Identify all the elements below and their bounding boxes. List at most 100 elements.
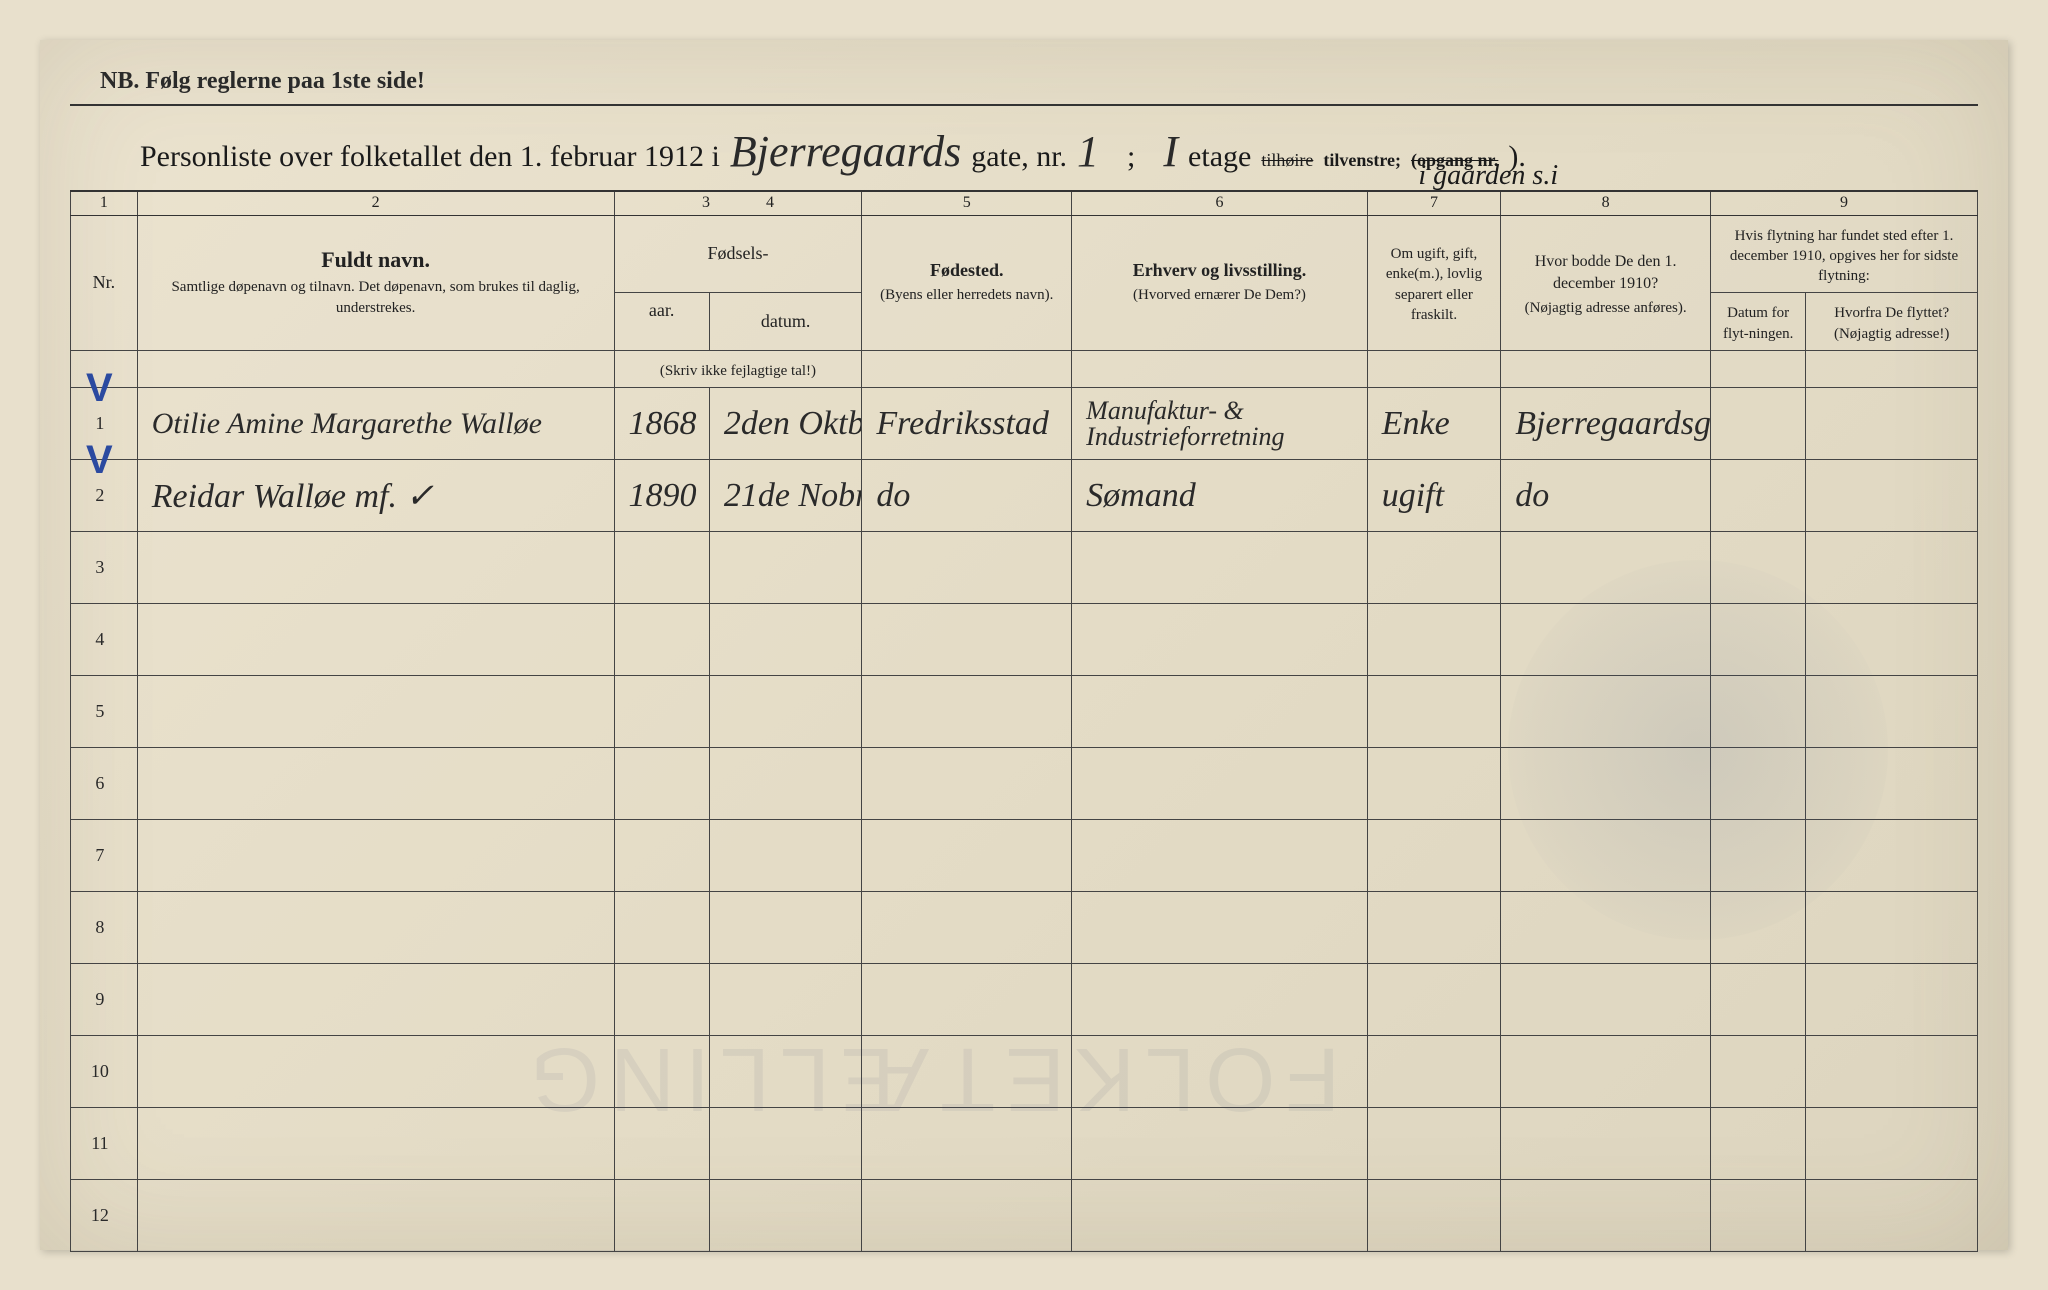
cell-empty — [137, 892, 614, 964]
hdr-hvor: Hvor bodde De den 1. december 1910? (Nøj… — [1501, 215, 1711, 350]
cell-empty — [1806, 676, 1978, 748]
cell-empty — [709, 964, 862, 1036]
tilhoire-struck: tilhøire — [1261, 150, 1313, 171]
hdr-nr: Nr. — [71, 215, 138, 350]
cell-empty — [709, 1180, 862, 1252]
cell-empty — [709, 604, 862, 676]
cell-empty — [614, 1036, 709, 1108]
cell-empty — [1710, 892, 1805, 964]
hdr-fodsels-sub: (Skriv ikke fejlagtige tal!) — [614, 350, 862, 387]
hdr-datum: datum. — [709, 293, 862, 351]
table-header: 1 2 3 4 5 6 7 8 9 Nr. Fuldt navn. Samtli… — [71, 191, 1978, 388]
cell-empty — [137, 748, 614, 820]
cell-empty — [709, 748, 862, 820]
cell-empty — [1367, 604, 1500, 676]
cell-empty — [614, 1108, 709, 1180]
cell-empty — [1501, 676, 1711, 748]
cell-aar: 1890 — [614, 460, 709, 532]
cell-empty — [1501, 748, 1711, 820]
cell-empty — [137, 532, 614, 604]
cell-empty — [862, 532, 1072, 604]
cell-empty — [614, 964, 709, 1036]
cell-aar: 1868 — [614, 388, 709, 460]
checkmark-icon: V — [86, 438, 113, 483]
cell-empty — [1710, 1108, 1805, 1180]
cell-empty — [862, 892, 1072, 964]
hdr-flytning: Hvis flytning har fundet sted efter 1. d… — [1710, 215, 1977, 293]
cell-empty — [1806, 892, 1978, 964]
cell-empty — [1367, 676, 1500, 748]
row-number: 6 — [71, 748, 138, 820]
cell-empty — [862, 604, 1072, 676]
cell-datum: 21de Nobr. — [709, 460, 862, 532]
cell-empty — [862, 1180, 1072, 1252]
street-name-handwritten: Bjerregaards — [730, 126, 961, 177]
cell-empty — [1367, 748, 1500, 820]
cell-empty — [1367, 1036, 1500, 1108]
cell-erhverv: Manufaktur- & Industrieforretning — [1072, 388, 1368, 460]
cell-empty — [1501, 604, 1711, 676]
table-row: 8 — [71, 892, 1978, 964]
hdr-hvorfra: Hvorfra De flyttet? (Nøjagtig adresse!) — [1806, 293, 1978, 351]
cell-empty — [709, 1036, 862, 1108]
cell-empty — [1072, 1036, 1368, 1108]
gate-number-handwritten: 1 — [1077, 126, 1099, 177]
nb-instruction: NB. Følg reglerne paa 1ste side! — [100, 68, 425, 95]
cell-empty — [1710, 1036, 1805, 1108]
colnum-7: 7 — [1367, 191, 1500, 215]
hdr-erhverv: Erhverv og livsstilling. (Hvorved ernære… — [1072, 215, 1368, 350]
cell-empty — [1710, 1180, 1805, 1252]
colnum-5: 5 — [862, 191, 1072, 215]
cell-empty — [1806, 748, 1978, 820]
cell-empty — [1806, 532, 1978, 604]
cell-empty — [614, 892, 709, 964]
etage-number-handwritten: I — [1163, 126, 1178, 177]
cell-empty — [1710, 676, 1805, 748]
colnum-1: 1 — [71, 191, 138, 215]
hdr-flyt-datum: Datum for flyt-ningen. — [1710, 293, 1805, 351]
cell-fodested: Fredriksstad — [862, 388, 1072, 460]
row-number: 12 — [71, 1180, 138, 1252]
hdr-om: Om ugift, gift, enke(m.), lovlig separer… — [1367, 215, 1500, 350]
table-row: 1Otilie Amine Margarethe Walløe18682den … — [71, 388, 1978, 460]
cell-empty — [1806, 1180, 1978, 1252]
cell-empty — [1072, 1180, 1368, 1252]
table-row: 7 — [71, 820, 1978, 892]
cell-empty — [1806, 1036, 1978, 1108]
hdr-aar: aar. . — [614, 293, 709, 351]
cell-empty — [709, 532, 862, 604]
cell-empty — [1806, 604, 1978, 676]
cell-empty — [1367, 1180, 1500, 1252]
cell-empty — [614, 820, 709, 892]
cell-empty — [137, 1180, 614, 1252]
table-row: 4 — [71, 604, 1978, 676]
cell-empty — [1072, 748, 1368, 820]
cell-empty — [709, 820, 862, 892]
cell-empty — [709, 892, 862, 964]
tilvenstre: tilvenstre; — [1323, 150, 1401, 171]
igaarden-handwritten: i gaarden s.i — [1418, 160, 1558, 192]
colnum-8: 8 — [1501, 191, 1711, 215]
colnum-9: 9 — [1710, 191, 1977, 215]
cell-empty — [1710, 820, 1805, 892]
cell-empty — [1806, 1108, 1978, 1180]
cell-empty — [137, 1108, 614, 1180]
cell-empty — [1710, 964, 1805, 1036]
cell-empty — [1710, 604, 1805, 676]
nb-rule — [70, 104, 1978, 106]
row-number: 9 — [71, 964, 138, 1036]
census-form-page: NB. Følg reglerne paa 1ste side! Personl… — [40, 40, 2008, 1250]
cell-empty — [614, 604, 709, 676]
cell-empty — [1501, 964, 1711, 1036]
cell-empty — [1072, 892, 1368, 964]
row-number: 7 — [71, 820, 138, 892]
row-number: 11 — [71, 1108, 138, 1180]
cell-empty — [137, 676, 614, 748]
row-number: 3 — [71, 532, 138, 604]
checkmark-icon: V — [86, 366, 113, 411]
cell-om: Enke — [1367, 388, 1500, 460]
table-row: 9 — [71, 964, 1978, 1036]
cell-empty — [1710, 532, 1805, 604]
cell-hvor: do — [1501, 460, 1711, 532]
cell-hvor: Bjerregaardsgd 1 — [1501, 388, 1711, 460]
